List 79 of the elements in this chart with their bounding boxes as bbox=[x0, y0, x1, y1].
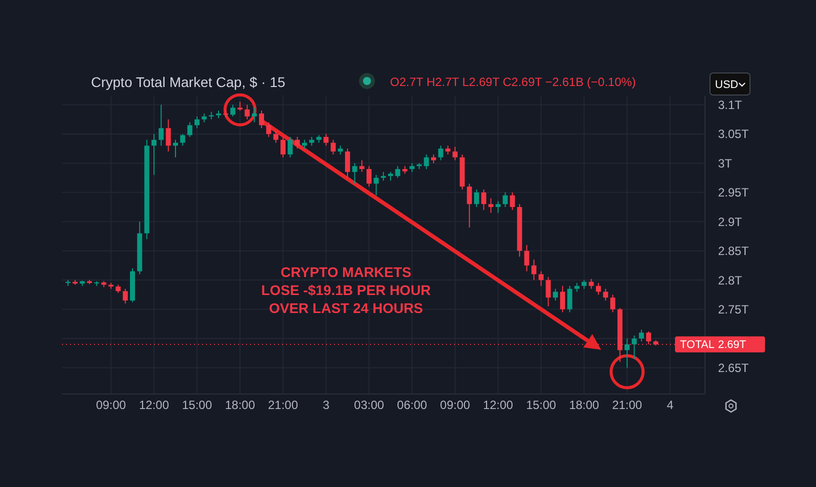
candlestick bbox=[395, 166, 400, 178]
candlestick bbox=[273, 130, 278, 144]
y-tick-label: 3.05T bbox=[718, 127, 750, 142]
y-tick-label: 2.75T bbox=[718, 302, 750, 316]
annotation: CRYPTO MARKETS bbox=[280, 264, 412, 280]
candlestick bbox=[172, 139, 178, 158]
candlestick bbox=[531, 259, 536, 281]
y-tick-label: 3.1T bbox=[718, 98, 743, 112]
candlestick bbox=[438, 145, 444, 161]
candlestick bbox=[588, 278, 594, 290]
x-tick-label: 03:00 bbox=[354, 398, 384, 412]
candlestick bbox=[259, 110, 264, 129]
candlestick bbox=[496, 200, 501, 214]
candlestick bbox=[510, 192, 515, 210]
candlestick bbox=[560, 285, 566, 313]
y-tick-label: 3T bbox=[718, 156, 733, 170]
candlestick bbox=[352, 162, 358, 184]
candlestick bbox=[546, 276, 551, 307]
candlestick bbox=[180, 133, 186, 146]
candlestick bbox=[280, 136, 286, 158]
y-tick-label: 2.85T bbox=[718, 244, 750, 258]
candlestick bbox=[122, 288, 128, 304]
candlestick bbox=[324, 133, 329, 146]
y-tick-label: 2.9T bbox=[718, 214, 743, 229]
candlestick bbox=[266, 122, 272, 138]
candlestick bbox=[366, 166, 372, 188]
candlestick bbox=[610, 294, 616, 313]
candlestick bbox=[288, 136, 293, 158]
x-tick-label: 12:00 bbox=[483, 398, 514, 412]
x-tick-label: 18:00 bbox=[225, 398, 256, 412]
x-tick-label: 18:00 bbox=[569, 398, 600, 412]
candlestick bbox=[330, 139, 336, 155]
candlestick bbox=[424, 154, 429, 170]
candlestick bbox=[374, 174, 379, 196]
x-tick-label: 4 bbox=[666, 398, 674, 412]
annotation: OVER LAST 24 HOURS bbox=[268, 300, 424, 316]
candlestick bbox=[244, 104, 250, 120]
ref-line-label: TOTAL 2.69T bbox=[680, 339, 746, 352]
candlestick bbox=[624, 338, 630, 368]
x-tick-label: 21:00 bbox=[612, 398, 642, 412]
chart-title: Crypto Total Market Cap, $ · 15 bbox=[91, 74, 286, 90]
x-tick-label: 12:00 bbox=[138, 398, 170, 412]
candlestick bbox=[158, 104, 164, 146]
candlestick bbox=[632, 335, 637, 360]
candlestick bbox=[524, 244, 530, 272]
candlestick bbox=[187, 122, 192, 138]
x-tick-label: 3 bbox=[322, 398, 330, 412]
candlestick bbox=[638, 329, 644, 342]
x-tick-label: 06:00 bbox=[397, 398, 428, 412]
x-tick-label: 15:00 bbox=[182, 398, 212, 412]
candlestick bbox=[481, 188, 486, 210]
x-tick-label: 21:00 bbox=[268, 398, 298, 412]
candlestick bbox=[166, 118, 171, 152]
candlestick bbox=[596, 282, 601, 296]
candlestick bbox=[151, 133, 157, 176]
candlestick bbox=[252, 107, 257, 123]
candlestick bbox=[538, 270, 544, 286]
candlestick bbox=[359, 160, 364, 172]
chart-subtitle: O2.7T H2.7T L2.69T C2.69T −2.61B (−0.10%) bbox=[390, 75, 636, 89]
candlestick bbox=[294, 136, 300, 150]
candlestick bbox=[474, 188, 480, 208]
candlestick bbox=[345, 148, 350, 178]
candlestick bbox=[194, 116, 200, 129]
y-tick-label: 2.8T bbox=[718, 273, 743, 288]
candlestick bbox=[603, 288, 608, 302]
candlestick bbox=[230, 104, 236, 117]
candlestick bbox=[488, 198, 494, 214]
x-tick-label: 09:00 bbox=[96, 398, 126, 412]
text: USD bbox=[715, 79, 738, 91]
candlestick bbox=[502, 192, 508, 208]
annotation: LOSE -$19.1B PER HOUR bbox=[261, 282, 431, 298]
candlestick bbox=[452, 146, 458, 161]
y-tick-label: 2.95T bbox=[718, 186, 750, 200]
candlestick bbox=[567, 285, 572, 313]
candlestick bbox=[552, 288, 558, 302]
candlestick bbox=[466, 183, 472, 228]
x-tick-label: 15:00 bbox=[526, 398, 556, 412]
y-tick-label: 2.65T bbox=[718, 360, 750, 375]
x-tick-label: 09:00 bbox=[440, 398, 470, 412]
